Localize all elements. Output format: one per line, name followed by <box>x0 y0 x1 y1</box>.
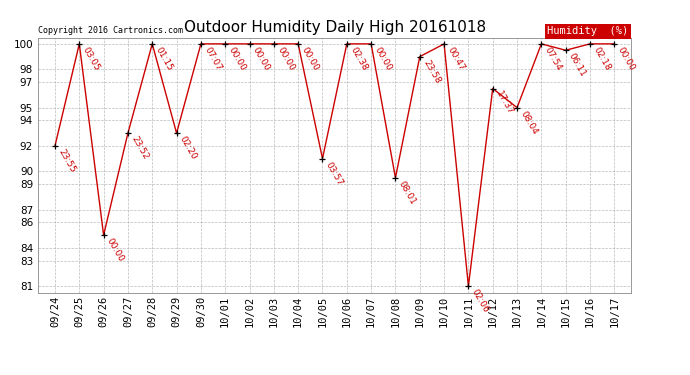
Text: 00:47: 00:47 <box>446 45 466 72</box>
Text: 00:00: 00:00 <box>226 45 247 72</box>
Text: 08:01: 08:01 <box>397 179 417 206</box>
Text: Copyright 2016 Cartronics.com: Copyright 2016 Cartronics.com <box>38 26 183 35</box>
Text: 23:58: 23:58 <box>421 58 442 85</box>
Text: 23:55: 23:55 <box>57 147 77 174</box>
Text: 00:00: 00:00 <box>251 45 272 72</box>
Text: 07:07: 07:07 <box>202 45 223 72</box>
Text: 00:00: 00:00 <box>373 45 393 72</box>
Text: Humidity  (%): Humidity (%) <box>547 26 629 36</box>
Text: 07:54: 07:54 <box>543 45 564 72</box>
Text: 02:18: 02:18 <box>591 45 612 72</box>
Text: 06:11: 06:11 <box>567 52 588 78</box>
Text: 00:00: 00:00 <box>615 45 636 72</box>
Text: 02:20: 02:20 <box>178 135 199 161</box>
Text: 00:00: 00:00 <box>275 45 296 72</box>
Text: 03:05: 03:05 <box>81 45 101 72</box>
Text: 03:57: 03:57 <box>324 160 344 187</box>
Text: 08:04: 08:04 <box>518 109 539 136</box>
Text: 01:15: 01:15 <box>154 45 175 72</box>
Text: 17:37: 17:37 <box>494 90 515 117</box>
Text: 23:52: 23:52 <box>129 135 150 161</box>
Text: 00:00: 00:00 <box>299 45 320 72</box>
Title: Outdoor Humidity Daily High 20161018: Outdoor Humidity Daily High 20161018 <box>184 20 486 35</box>
Text: 02:38: 02:38 <box>348 45 369 72</box>
Text: 00:00: 00:00 <box>105 237 126 263</box>
Text: 02:06: 02:06 <box>470 288 491 314</box>
